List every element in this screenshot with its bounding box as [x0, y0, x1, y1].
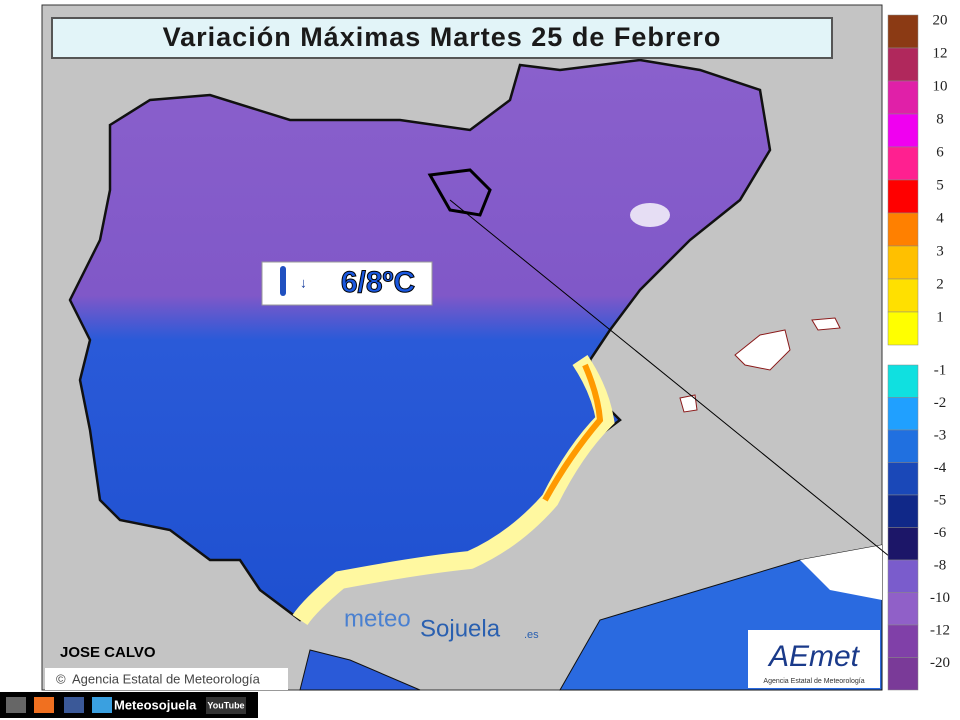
title-box	[51, 17, 833, 59]
thermometer-icon	[280, 266, 286, 296]
africa-warm	[800, 545, 882, 600]
legend-swatch	[887, 245, 919, 280]
twitter-icon[interactable]	[92, 697, 112, 713]
legend-swatch	[887, 179, 919, 214]
legend-swatch	[887, 429, 919, 463]
legend-swatch	[887, 527, 919, 561]
logo: AEmet	[767, 640, 861, 673]
legend-label: 5	[936, 177, 944, 193]
legend-label: 3	[936, 243, 944, 259]
legend: 20 12 10 8 6 5 4 3 2 1 -1 -2 -3 -4 -5 -6 -8 -10 -12 -20	[887, 12, 950, 691]
legend-swatch	[887, 80, 919, 115]
legend-swatch	[887, 592, 919, 626]
legend-label: 4	[936, 210, 944, 226]
legend-label: 2	[936, 276, 944, 292]
legend-swatch	[887, 212, 919, 247]
instagram-icon[interactable]	[6, 697, 26, 713]
watermark-1: meteo	[344, 605, 411, 632]
legend-label: 10	[933, 78, 948, 94]
logo-box	[748, 630, 880, 688]
youtube-label[interactable]: YouTube	[207, 700, 244, 710]
title: Variación Máximas Martes 25 de Febrero	[163, 22, 722, 52]
mallorca	[734, 329, 791, 371]
legend-swatch	[887, 657, 919, 691]
la-rioja	[427, 168, 492, 217]
legend-swatch	[887, 311, 919, 346]
legend-swatch	[887, 494, 919, 528]
youtube-badge[interactable]	[206, 697, 246, 714]
blogger-icon[interactable]	[34, 697, 54, 713]
footer-channel[interactable]: Meteosojuela	[114, 697, 197, 712]
legend-swatch	[887, 47, 919, 82]
legend-swatch	[887, 146, 919, 181]
warm-coast-core	[542, 363, 604, 502]
legend-label: -5	[934, 492, 947, 508]
legend-swatch	[887, 364, 919, 398]
callout-text: 6/8ºC	[341, 266, 415, 299]
ibiza	[679, 394, 698, 413]
callout-box	[261, 261, 433, 306]
credit-box	[45, 668, 288, 690]
warm-coast	[292, 355, 615, 626]
copyright-icon: ©	[56, 671, 66, 686]
legend-label: 6	[936, 144, 944, 160]
legend-swatch	[887, 624, 919, 658]
logo-caption: Agencia Estatal de Meteorología	[763, 678, 864, 685]
legend-label: -2	[934, 395, 947, 411]
legend-label: -4	[934, 460, 947, 476]
legend-label: 12	[933, 45, 948, 61]
legend-swatch	[887, 14, 919, 49]
legend-swatch	[887, 113, 919, 148]
legend-swatch	[887, 462, 919, 496]
watermark-suffix: .es	[524, 629, 539, 641]
legend-label: -12	[930, 622, 950, 638]
warm-spot	[630, 203, 670, 227]
legend-label: -3	[934, 427, 947, 443]
menorca	[811, 317, 841, 331]
legend-swatch	[887, 278, 919, 313]
legend-label: -8	[934, 557, 947, 573]
legend-label: -1	[934, 362, 947, 378]
legend-label: -6	[934, 525, 947, 541]
legend-label: 20	[933, 12, 948, 28]
legend-label: 1	[936, 309, 944, 325]
legend-label: -10	[930, 590, 950, 606]
author: JOSE CALVO	[60, 644, 156, 661]
watermark-2: Sojuela	[420, 615, 501, 642]
legend-swatch	[887, 397, 919, 431]
pointer-line	[449, 199, 901, 566]
facebook-icon[interactable]	[64, 697, 84, 713]
arrow-icon: ↓	[300, 275, 307, 291]
legend-label: 8	[936, 111, 944, 127]
legend-label: -20	[930, 655, 950, 671]
legend-swatch	[887, 559, 919, 593]
credit: Agencia Estatal de Meteorología	[72, 671, 261, 686]
africa-west	[299, 649, 421, 691]
